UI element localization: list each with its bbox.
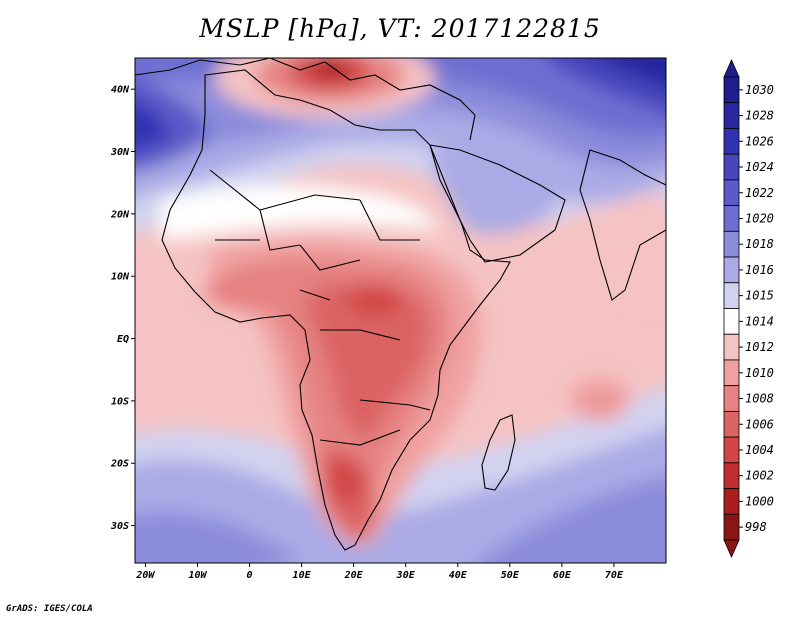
colorbar-label: 1004 [745,443,774,457]
atlantic-high-core [135,100,170,152]
atlantic-high [135,77,210,172]
lat-tick-label: 10N [111,272,130,283]
colorbar-label: 1014 [745,314,774,328]
arabia-high [430,150,560,234]
colorbar-swatch [723,205,740,232]
colorbar-bottom-arrow [723,539,740,558]
indian-ocean-low-core [594,396,610,408]
kalahari-low-core [327,456,363,504]
colorbar-label: 1026 [745,134,774,148]
colorbar-swatch [723,102,740,129]
lon-tick-label: 60E [553,570,572,581]
lat-tick-label: 20S [110,459,129,470]
colorbar-label: 1000 [745,494,774,508]
colorbar-label: 1022 [745,186,774,200]
colorbar-label: 1028 [745,109,774,123]
lon-tick-label: 20W [135,570,155,581]
colorbar-label: 998 [745,520,767,534]
pressure-field [135,58,666,563]
map-frame [134,57,667,564]
lon-tick-label: 50E [501,570,520,581]
lat-tick-label: 30N [110,147,130,158]
lon-tick-label: 30E [396,570,416,581]
lon-tick-label: 10W [188,570,207,581]
southern-high-deep [135,512,300,563]
colorbar-swatch [723,385,740,412]
colorbar-label: 1010 [745,366,774,380]
colorbar-swatch [723,230,740,258]
sahel-low [205,268,315,312]
asia-high-core [596,58,666,88]
map-title: MSLP [hPa], VT: 2017122815 [199,14,601,43]
lon-tick-label: 10E [293,570,312,581]
colorbar-swatch [723,282,740,309]
colorbar-swatch [723,436,740,464]
colorbar-swatch [723,153,740,181]
colorbar: 1030 1028 1026 1024 1022 1020 1018 1016 1015 1014… [723,59,774,558]
central-low-core [347,284,403,316]
colorbar-swatch [723,359,740,387]
country-borders [209,169,431,446]
madagascar [481,414,516,491]
lat-tick-label: EQ [117,334,129,345]
lat-tick-label: 40N [111,85,130,96]
colorbar-swatch [723,513,740,541]
colorbar-label: 1018 [745,237,774,251]
colorbar-swatch [723,179,740,207]
colorbar-swatch [723,410,740,438]
lon-tick-label: 40E [449,570,468,581]
colorbar-label: 1020 [745,211,774,225]
lon-tick-label: 20E [344,570,364,581]
coastlines [135,58,666,551]
africa-coastline [161,69,511,551]
colorbar-label: 1024 [745,160,774,174]
colorbar-swatch [723,76,740,104]
colorbar-label: 1002 [745,469,774,483]
lat-tick-label: 30S [110,521,129,532]
colorbar-swatch [723,128,740,155]
lon-tick-label: 0 [247,570,253,581]
colorbar-swatch [723,308,740,335]
colorbar-label: 1008 [745,392,774,406]
arabian-sea-band [500,190,666,300]
lat-tick-label: 10S [111,396,129,407]
europe-coast [135,58,476,141]
colorbar-swatch [723,488,740,515]
colorbar-swatch [723,462,740,489]
colorbar-label: 1030 [745,83,774,97]
colorbar-swatch [723,256,740,284]
colorbar-label: 1015 [745,289,774,303]
colorbar-label: 1006 [745,417,774,431]
sahara-band [160,184,440,240]
lat-tick-label: 20N [110,209,130,220]
colorbar-swatch [723,333,740,361]
lon-tick-label: 70E [605,570,624,581]
southern-high-east [479,475,666,563]
african-low-1006 [300,283,430,440]
grads-credit: GrADS: IGES/COLA [6,604,93,614]
colorbar-top-arrow [723,59,740,78]
longitude-axis: 20W 10W 0 10E 20E 30E 40E 50E 60E 70E [135,563,624,581]
latitude-axis: 40N 30N 20N 10N EQ 10S 20S 30S [110,85,135,532]
colorbar-label: 1012 [745,340,774,354]
india [579,149,666,301]
colorbar-label: 1016 [745,263,774,277]
arabian-peninsula [429,144,566,263]
